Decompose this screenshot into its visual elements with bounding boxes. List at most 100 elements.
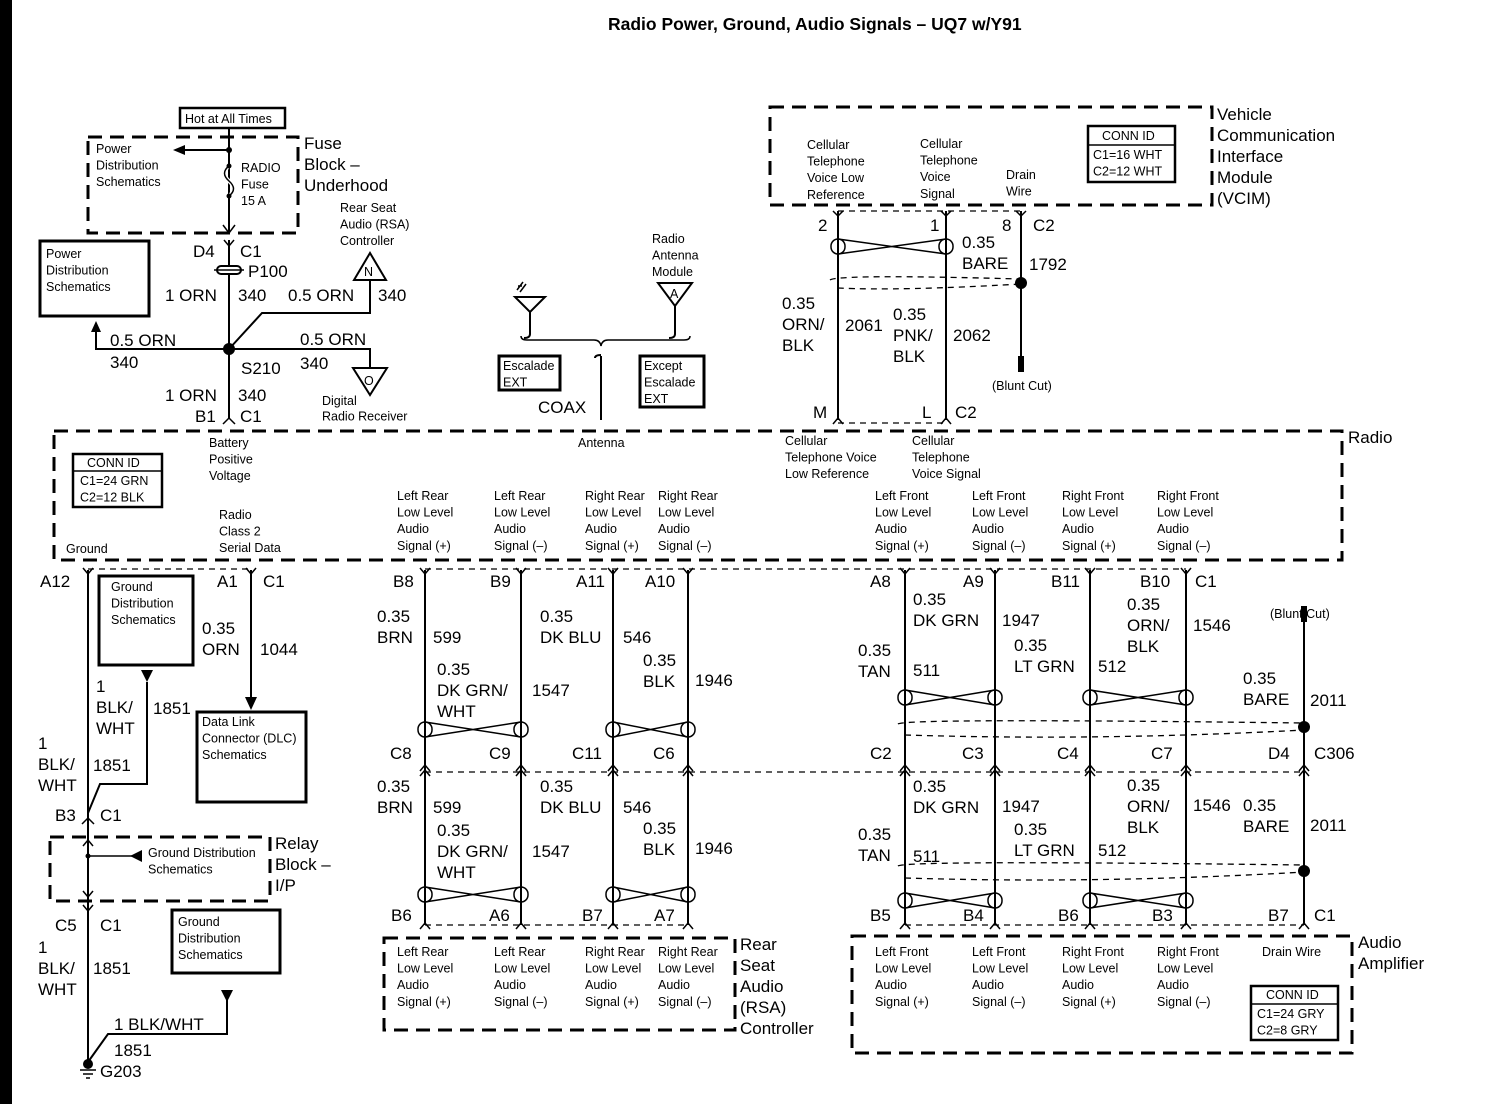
pin-label: C11: [572, 744, 602, 763]
drr-reference-label: Radio Receiver: [322, 410, 407, 424]
wire-gauge-color: ORN/: [1127, 797, 1170, 816]
audio-terminal-label: Left Front: [972, 945, 1026, 959]
rsa-reference-label: Rear Seat: [340, 201, 397, 215]
wire-gauge-color: 0.35: [913, 590, 946, 609]
terminal-label: Voice: [920, 170, 951, 184]
pin-label: A10: [645, 572, 675, 591]
twisted-pair-icon: [612, 886, 689, 903]
fuse-block-label: Underhood: [304, 176, 388, 195]
audio-terminal-label: Signal (+): [397, 995, 451, 1009]
wire-gauge-color: 0.35: [858, 641, 891, 660]
connector-terminal-icon: [989, 763, 1001, 930]
circuit-number: 1547: [532, 842, 570, 861]
ground-distribution-label: Ground: [111, 580, 153, 594]
terminal-label: Cellular: [912, 434, 954, 448]
ground-distribution-label: Schematics: [178, 948, 243, 962]
wire-gauge-color: BRN: [377, 798, 413, 817]
wire-gauge-color: 0.35: [202, 619, 235, 638]
audio-terminal-label: Right Rear: [658, 945, 718, 959]
audio-terminal-label: Audio: [972, 978, 1004, 992]
twist-end: [897, 892, 913, 909]
terminal-label: Drain: [1006, 168, 1036, 182]
audio-terminal-label: Left Rear: [494, 945, 545, 959]
audio-terminal-label: Audio: [658, 978, 690, 992]
terminal-label: Voice Signal: [912, 467, 981, 481]
pin-label: A11: [576, 572, 605, 591]
wire-gauge-color: ORN/: [1127, 616, 1170, 635]
connector-label: C2: [955, 403, 977, 422]
audio-terminal-label: Right Front: [1062, 945, 1124, 959]
circuit-number: 511: [913, 661, 940, 680]
circuit-number: 512: [1098, 841, 1126, 860]
connector-terminal-icon: [682, 763, 694, 930]
audio-terminal-label: Low Level: [585, 506, 641, 520]
conn-id-line: C2=12 BLK: [80, 491, 145, 505]
left-edge-bar: [0, 0, 12, 1104]
audio-terminal-label: Signal (–): [972, 539, 1026, 553]
conn-id-header: CONN ID: [1102, 129, 1155, 143]
escalade-note: EXT: [503, 376, 528, 390]
splice-label: S210: [241, 359, 281, 378]
audio-terminal-label: Low Level: [397, 506, 453, 520]
hot-at-all-times-label: Hot at All Times: [185, 112, 272, 126]
labels: Radio Power, Ground, Audio Signals – UQ7…: [38, 14, 1424, 1081]
circuit-number: 1851: [153, 699, 191, 718]
wire-gauge-color: PNK/: [893, 326, 933, 345]
except-escalade-note: EXT: [644, 392, 669, 406]
audio-terminal-label: Audio: [1062, 978, 1094, 992]
circuit-340: [91, 239, 389, 425]
twist-end: [987, 892, 1003, 909]
pin-label: B7: [582, 906, 603, 925]
radio-fuse-label: 15 A: [241, 194, 267, 208]
ground-distribution-label: Schematics: [148, 863, 213, 877]
relay-block-label: Block –: [275, 855, 331, 874]
amp-label: Audio: [1358, 933, 1401, 952]
circuit-number: 599: [433, 798, 461, 817]
drr-symbol: O: [364, 374, 374, 388]
twist-end: [417, 721, 433, 738]
connector-terminal-icon: [1084, 763, 1096, 930]
conn-id-line: C1=16 WHT: [1093, 148, 1162, 162]
circuit-number: 546: [623, 798, 651, 817]
terminal-label: Antenna: [578, 436, 625, 450]
ground-distribution-label: Ground Distribution: [148, 846, 256, 860]
wire-gauge-color: 0.35: [858, 825, 891, 844]
connector-terminal-icon: [682, 567, 694, 576]
audio-terminal-label: Right Rear: [658, 489, 718, 503]
connector-terminal-icon: [1084, 567, 1096, 576]
twisted-pair-icon: [830, 238, 954, 255]
rsa-label: Seat: [740, 956, 775, 975]
audio-terminal-label: Signal (+): [1062, 995, 1116, 1009]
rsa-label: (RSA): [740, 998, 786, 1017]
pin-label: D4: [1268, 744, 1290, 763]
radio-fuse-label: RADIO: [241, 161, 281, 175]
twist-end: [513, 886, 529, 903]
antenna-icon: [512, 296, 548, 339]
wire-gauge-color: 0.35: [1127, 776, 1160, 795]
connector-terminal-icon: [515, 567, 527, 576]
pin-label: A9: [963, 572, 984, 591]
twist-end: [897, 689, 913, 706]
pin-label: C5: [55, 916, 77, 935]
vcim-label: Module: [1217, 168, 1273, 187]
audio-terminal-label: Signal (+): [397, 539, 451, 553]
audio-terminal-label: Low Level: [1062, 962, 1118, 976]
wire-gauge-color: DK BLU: [540, 798, 601, 817]
pin-label: B3: [1152, 906, 1173, 925]
wire-gauge-color: LT GRN: [1014, 841, 1075, 860]
antenna-symbol: A: [670, 287, 679, 301]
wire-gauge-color: DK GRN: [913, 611, 979, 630]
blunt-cut-label: (Blunt Cut): [992, 379, 1052, 393]
audio-terminal-label: Signal (+): [1062, 539, 1116, 553]
conn-id-line: C1=24 GRY: [1257, 1007, 1325, 1021]
pin-label: C4: [1057, 744, 1079, 763]
twist-end: [987, 689, 1003, 706]
connector-label: C1: [100, 806, 122, 825]
wire-gauge-color: 0.35: [377, 607, 410, 626]
wire-gauge-color: 0.35: [893, 305, 926, 324]
twist-end: [1178, 892, 1194, 909]
pin-label: B5: [870, 906, 891, 925]
circuit-number: 1547: [532, 681, 570, 700]
audio-terminal-label: Right Front: [1062, 489, 1124, 503]
